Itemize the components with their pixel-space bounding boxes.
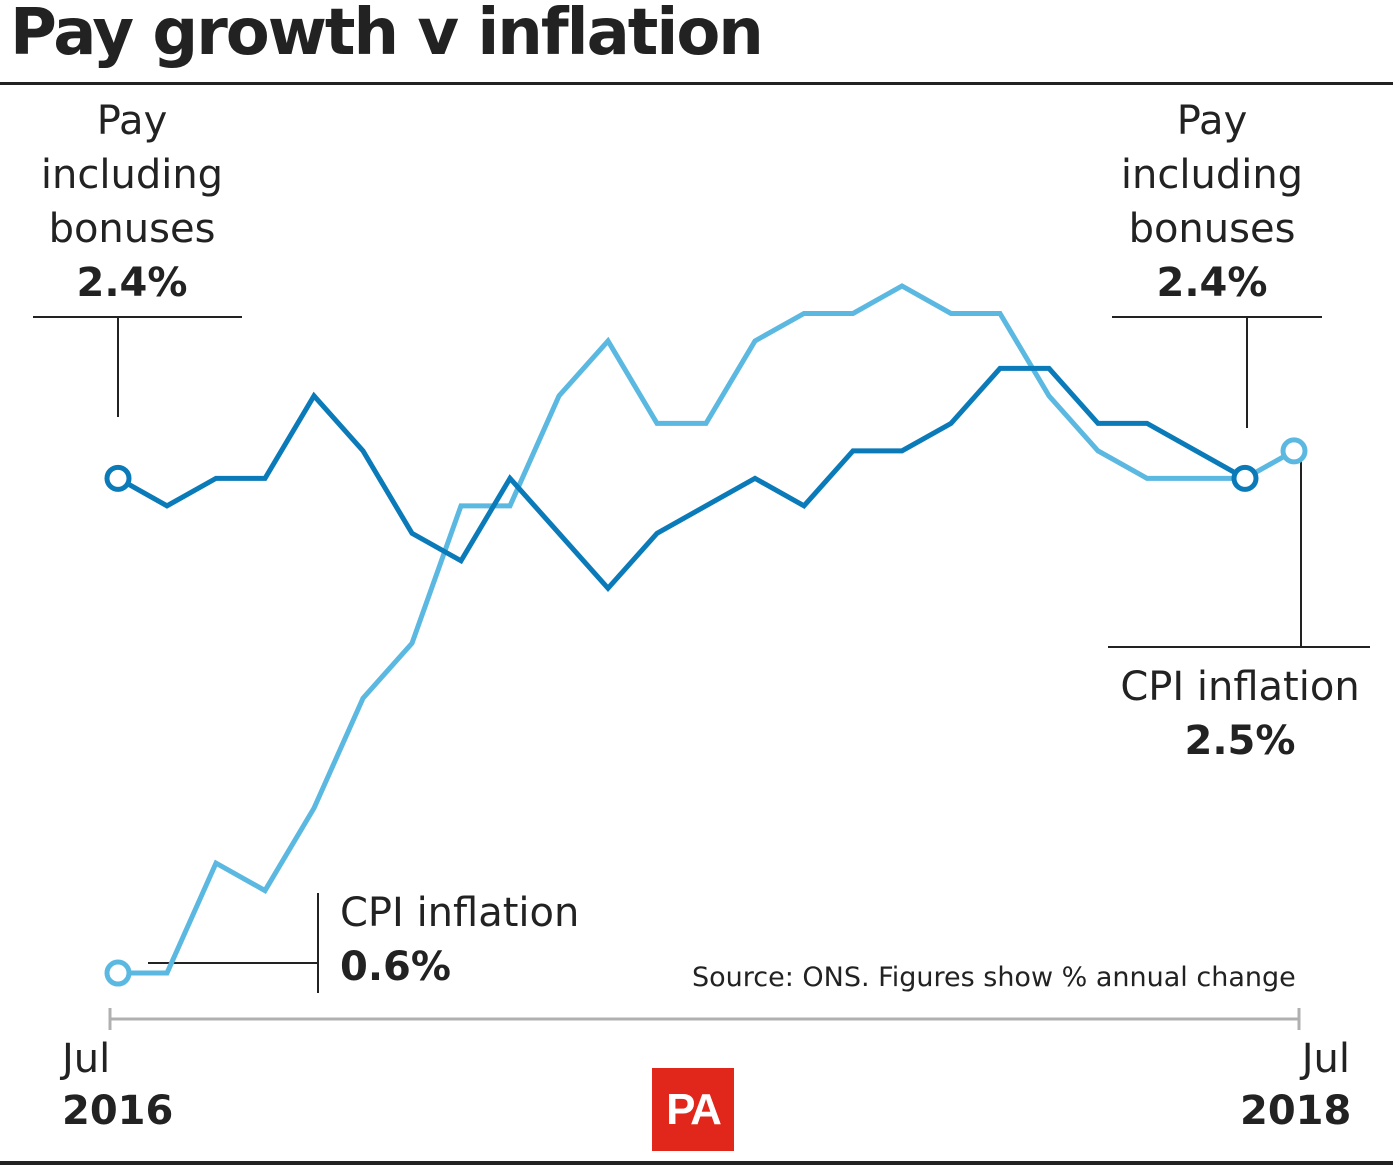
bottom-rule bbox=[0, 1161, 1393, 1165]
x-start-year: 2016 bbox=[62, 1088, 174, 1134]
x-end-year: 2018 bbox=[1240, 1088, 1352, 1134]
pay-end-line2: including bbox=[1120, 152, 1304, 198]
x-axis-end-label: Jul 2018 bbox=[1240, 1033, 1352, 1137]
cpi-end-value: 2.5% bbox=[1184, 718, 1296, 764]
chart-title: Pay growth v inflation bbox=[10, 0, 764, 70]
x-end-month: Jul bbox=[1301, 1036, 1350, 1082]
pay-end-line3: bonuses bbox=[1128, 206, 1296, 252]
pay-start-line2: including bbox=[40, 152, 224, 198]
cpi-start-point bbox=[104, 959, 132, 987]
pa-logo: PA bbox=[652, 1068, 734, 1151]
cpi-end-label: CPI inflation bbox=[1120, 664, 1360, 710]
x-axis bbox=[108, 1008, 1301, 1030]
pay-start-annotation: Pay including bonuses 2.4% bbox=[22, 94, 242, 310]
cpi-start-annotation: CPI inflation 0.6% bbox=[340, 886, 660, 994]
annotation-leaders bbox=[33, 316, 1370, 993]
x-axis-start-label: Jul 2016 bbox=[62, 1033, 173, 1137]
pay-series-line bbox=[116, 365, 1247, 593]
pay-end-line1: Pay bbox=[1176, 98, 1248, 144]
cpi-series-line bbox=[118, 283, 1296, 976]
pay-end-point bbox=[1231, 464, 1259, 492]
pay-end-value: 2.4% bbox=[1156, 260, 1268, 306]
cpi-end-annotation: CPI inflation 2.5% bbox=[1100, 660, 1380, 768]
pay-start-point bbox=[104, 464, 132, 492]
title-rule bbox=[0, 82, 1393, 85]
source-note: Source: ONS. Figures show % annual chang… bbox=[692, 962, 1296, 993]
series-layer bbox=[104, 283, 1308, 987]
cpi-start-value: 0.6% bbox=[340, 944, 451, 990]
pay-start-value: 2.4% bbox=[76, 260, 188, 306]
cpi-start-label: CPI inflation bbox=[340, 890, 580, 936]
x-start-month: Jul bbox=[62, 1036, 111, 1082]
pay-start-line1: Pay bbox=[96, 98, 168, 144]
pay-start-line3: bonuses bbox=[48, 206, 216, 252]
pay-end-annotation: Pay including bonuses 2.4% bbox=[1102, 94, 1322, 310]
cpi-end-point bbox=[1280, 437, 1308, 465]
